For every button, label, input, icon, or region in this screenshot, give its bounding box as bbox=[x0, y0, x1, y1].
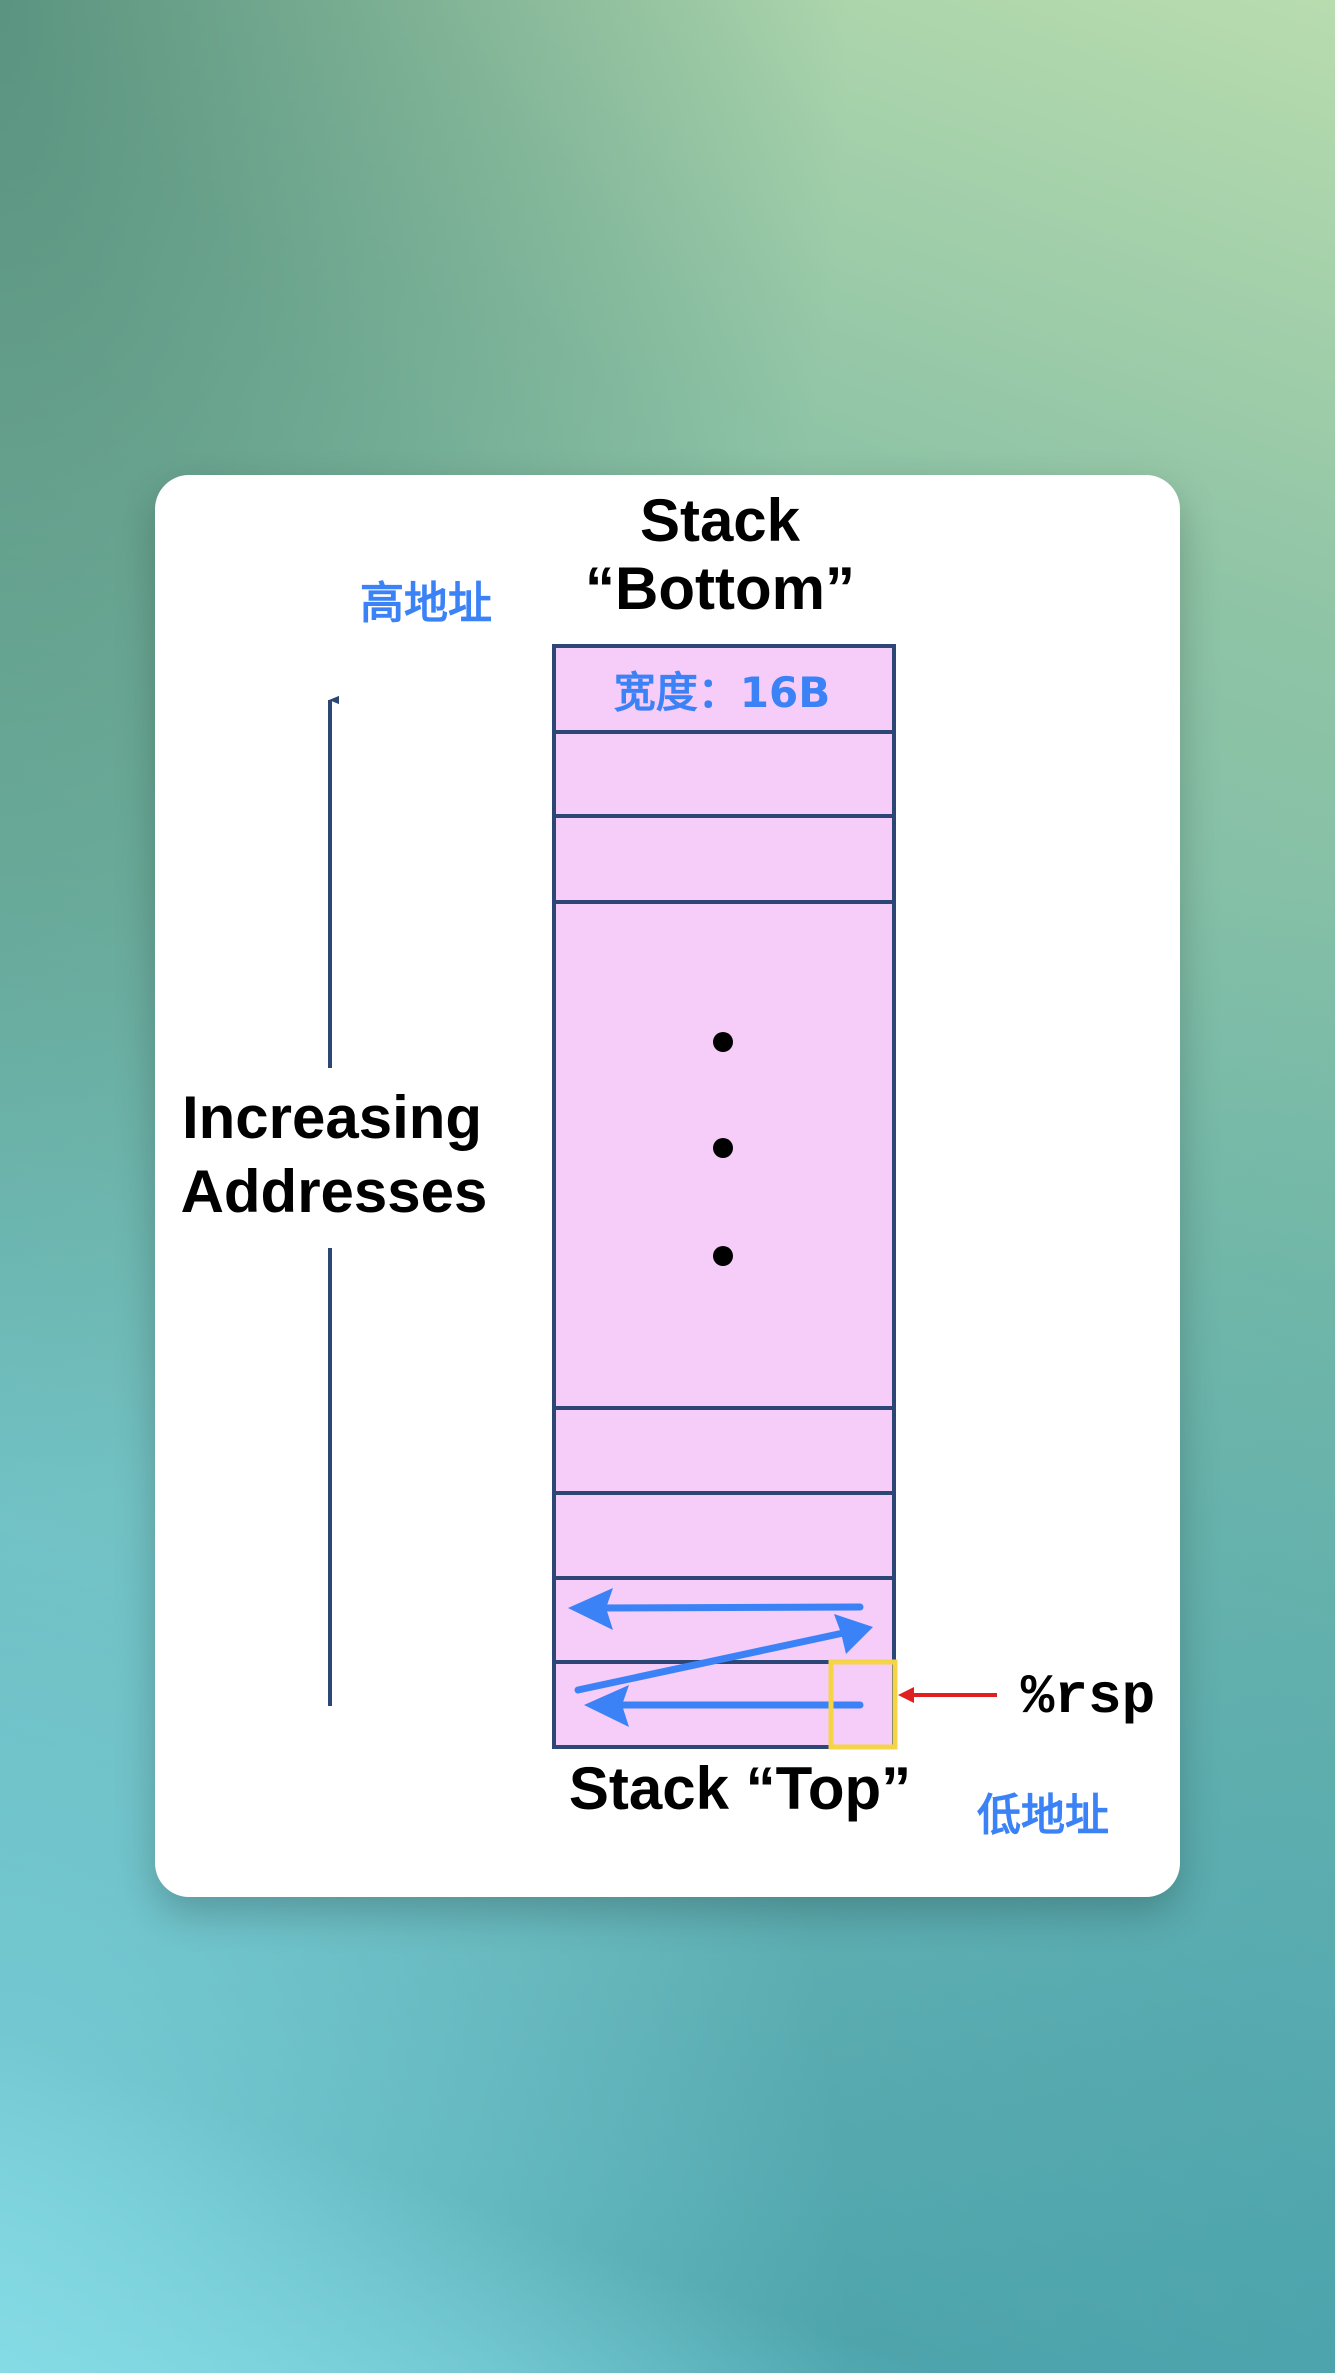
cell-width-label: 宽度：16B bbox=[614, 668, 830, 717]
stack-top-label: Stack “Top” bbox=[569, 1755, 911, 1822]
stack-cell bbox=[552, 730, 896, 818]
axis-label-line1: Increasing bbox=[182, 1084, 482, 1151]
stack-column bbox=[552, 644, 896, 1749]
high-address-label: 高地址 bbox=[360, 578, 492, 629]
arrow-left-icon bbox=[568, 1588, 613, 1630]
stack-cell bbox=[552, 1406, 896, 1495]
rsp-highlight-box bbox=[828, 1659, 898, 1750]
arrow-left-icon bbox=[584, 1685, 629, 1727]
ellipsis-dot bbox=[713, 1032, 733, 1052]
write-direction-arrows bbox=[568, 1588, 873, 1727]
rsp-pointer-arrowhead bbox=[898, 1687, 914, 1703]
stack-cell bbox=[552, 1491, 896, 1580]
stack-cell bbox=[552, 814, 896, 904]
stack-bottom-title-line1: Stack bbox=[640, 487, 801, 554]
axis-label-line2: Addresses bbox=[181, 1158, 488, 1225]
rsp-register-label: %rsp bbox=[1021, 1665, 1155, 1729]
low-address-label: 低地址 bbox=[977, 1790, 1109, 1841]
ellipsis-dot bbox=[713, 1138, 733, 1158]
stack-bottom-title-line2: “Bottom” bbox=[585, 555, 855, 622]
arrow-right-icon bbox=[834, 1614, 873, 1654]
ellipsis-dot bbox=[713, 1246, 733, 1266]
